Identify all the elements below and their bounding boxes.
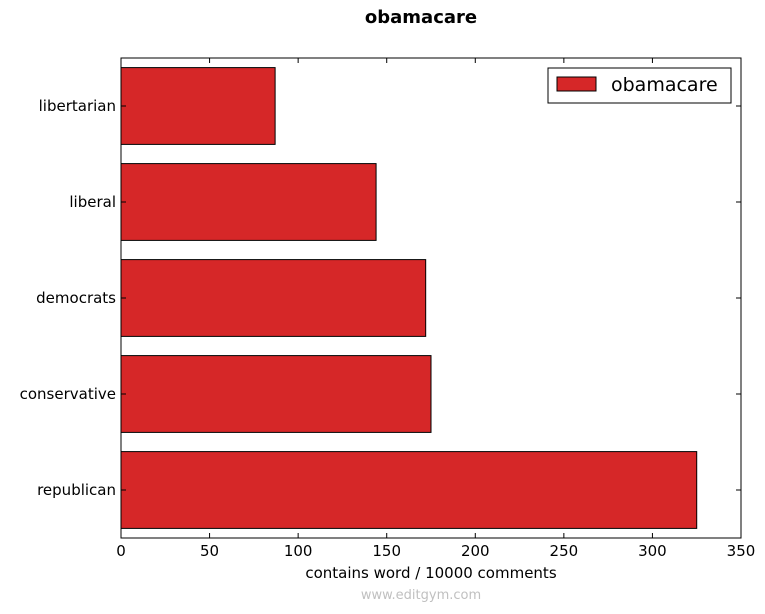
x-tick-label-100: 100	[284, 542, 313, 560]
x-tick-label-350: 350	[727, 542, 756, 560]
watermark: www.editgym.com	[360, 588, 482, 603]
x-tick-label-200: 200	[461, 542, 490, 560]
y-tick-label-republican: republican	[37, 481, 116, 499]
y-tick-label-democrats: democrats	[36, 289, 116, 307]
chart-title: obamacare	[364, 7, 478, 28]
bar-conservative	[120, 355, 432, 433]
bar-republican	[120, 451, 698, 529]
ticks-layer	[120, 58, 742, 538]
legend-swatch	[556, 76, 597, 92]
y-tick-label-conservative: conservative	[20, 385, 116, 403]
legend: obamacare	[547, 67, 732, 104]
x-tick-label-300: 300	[638, 542, 667, 560]
x-tick-label-150: 150	[372, 542, 401, 560]
y-tick-label-liberal: liberal	[69, 193, 116, 211]
x-axis-label: contains word / 10000 comments	[305, 564, 556, 582]
y-tick-label-libertarian: libertarian	[39, 97, 116, 115]
bars-layer	[120, 67, 698, 529]
legend-label: obamacare	[611, 74, 718, 96]
x-tick-label-50: 50	[200, 542, 219, 560]
x-tick-label-250: 250	[550, 542, 579, 560]
bar-libertarian	[120, 67, 276, 145]
bar-liberal	[120, 163, 377, 241]
labels-layer: republican conservative democrats liberal li…	[20, 97, 756, 560]
x-tick-label-0: 0	[116, 542, 126, 560]
bar-democrats	[120, 259, 427, 337]
